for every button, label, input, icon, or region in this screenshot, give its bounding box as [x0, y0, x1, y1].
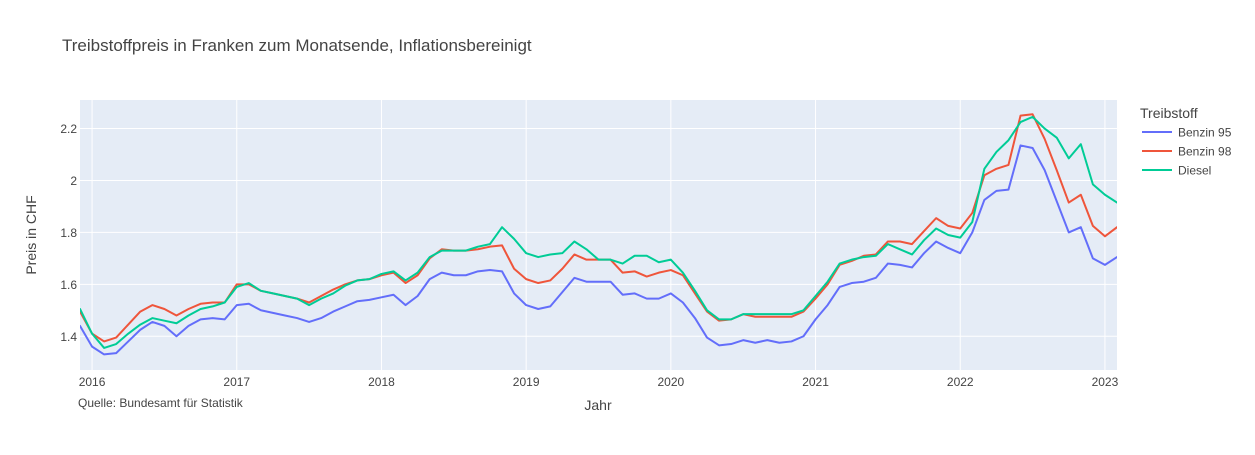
series-lines [80, 113, 1117, 356]
y-tick-label: 2.2 [60, 122, 77, 136]
x-tick-label: 2022 [947, 375, 974, 389]
grid-lines [80, 100, 1117, 370]
y-tick-label: 2 [70, 174, 77, 188]
x-tick-labels: 2016 2017 2018 2019 2020 2021 2022 2023 [79, 375, 1119, 389]
x-axis-label: Jahr [584, 397, 612, 413]
y-tick-label: 1.4 [60, 330, 77, 344]
y-tick-labels: 1.4 1.6 1.8 2 2.2 [60, 122, 77, 344]
series-line-diesel[interactable] [80, 115, 1117, 349]
source-note: Quelle: Bundesamt für Statistik [78, 396, 244, 410]
legend-label-benzin-98: Benzin 98 [1178, 145, 1232, 159]
x-tick-label: 2017 [223, 375, 250, 389]
x-tick-label: 2018 [368, 375, 395, 389]
x-tick-label: 2021 [802, 375, 829, 389]
legend-item-benzin-95[interactable]: Benzin 95 [1142, 126, 1232, 140]
x-tick-label: 2020 [657, 375, 684, 389]
legend-item-benzin-98[interactable]: Benzin 98 [1142, 145, 1232, 159]
legend-label-diesel: Diesel [1178, 164, 1211, 178]
y-tick-label: 1.8 [60, 226, 77, 240]
legend-title: Treibstoff [1140, 105, 1198, 121]
y-tick-label: 1.6 [60, 278, 77, 292]
chart-title: Treibstoffpreis in Franken zum Monatsend… [62, 36, 532, 55]
x-tick-label: 2019 [513, 375, 540, 389]
y-axis-label: Preis in CHF [23, 195, 39, 274]
legend-item-diesel[interactable]: Diesel [1142, 164, 1211, 178]
plot-background [80, 100, 1117, 370]
x-tick-label: 2023 [1092, 375, 1119, 389]
legend: Treibstoff Benzin 95 Benzin 98 Diesel [1140, 105, 1232, 178]
x-tick-label: 2016 [79, 375, 106, 389]
series-line-benzin-95[interactable] [80, 144, 1117, 356]
legend-label-benzin-95: Benzin 95 [1178, 126, 1232, 140]
